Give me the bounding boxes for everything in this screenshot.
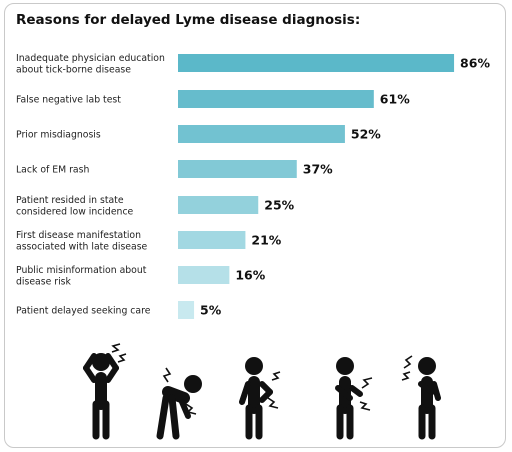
bar bbox=[178, 231, 246, 249]
category-label: Prior misdiagnosis bbox=[16, 130, 101, 141]
bar bbox=[178, 196, 259, 214]
category-label: Patient delayed seeking care bbox=[16, 306, 151, 317]
value-label: 52% bbox=[351, 127, 381, 142]
bar bbox=[178, 266, 230, 284]
chest-pain-icon bbox=[401, 355, 441, 440]
headache-icon bbox=[83, 343, 127, 440]
category-label: Public misinformation about disease risk bbox=[16, 265, 147, 288]
chart-title: Reasons for delayed Lyme disease diagnos… bbox=[16, 12, 361, 28]
bar bbox=[178, 54, 455, 72]
bar bbox=[178, 90, 374, 108]
category-label: First disease manifestation associated wi… bbox=[16, 230, 148, 253]
category-label: Lack of EM rash bbox=[16, 165, 89, 176]
category-label: Patient resided in state considered low i… bbox=[16, 195, 134, 218]
value-label: 21% bbox=[251, 233, 281, 248]
category-label: False negative lab test bbox=[16, 95, 121, 106]
value-label: 16% bbox=[235, 268, 265, 283]
value-label: 61% bbox=[380, 92, 410, 107]
back-pain-icon bbox=[156, 367, 202, 440]
bar bbox=[178, 160, 297, 178]
value-label: 86% bbox=[460, 56, 490, 71]
value-label: 37% bbox=[303, 162, 333, 177]
category-label: Inadequate physician education about tick… bbox=[16, 53, 165, 76]
bar bbox=[178, 125, 345, 143]
shoulder-pain-icon bbox=[239, 357, 281, 440]
value-label: 25% bbox=[264, 198, 294, 213]
stomach-pain-icon bbox=[335, 357, 373, 440]
bar bbox=[178, 301, 195, 319]
value-label: 5% bbox=[200, 303, 222, 318]
